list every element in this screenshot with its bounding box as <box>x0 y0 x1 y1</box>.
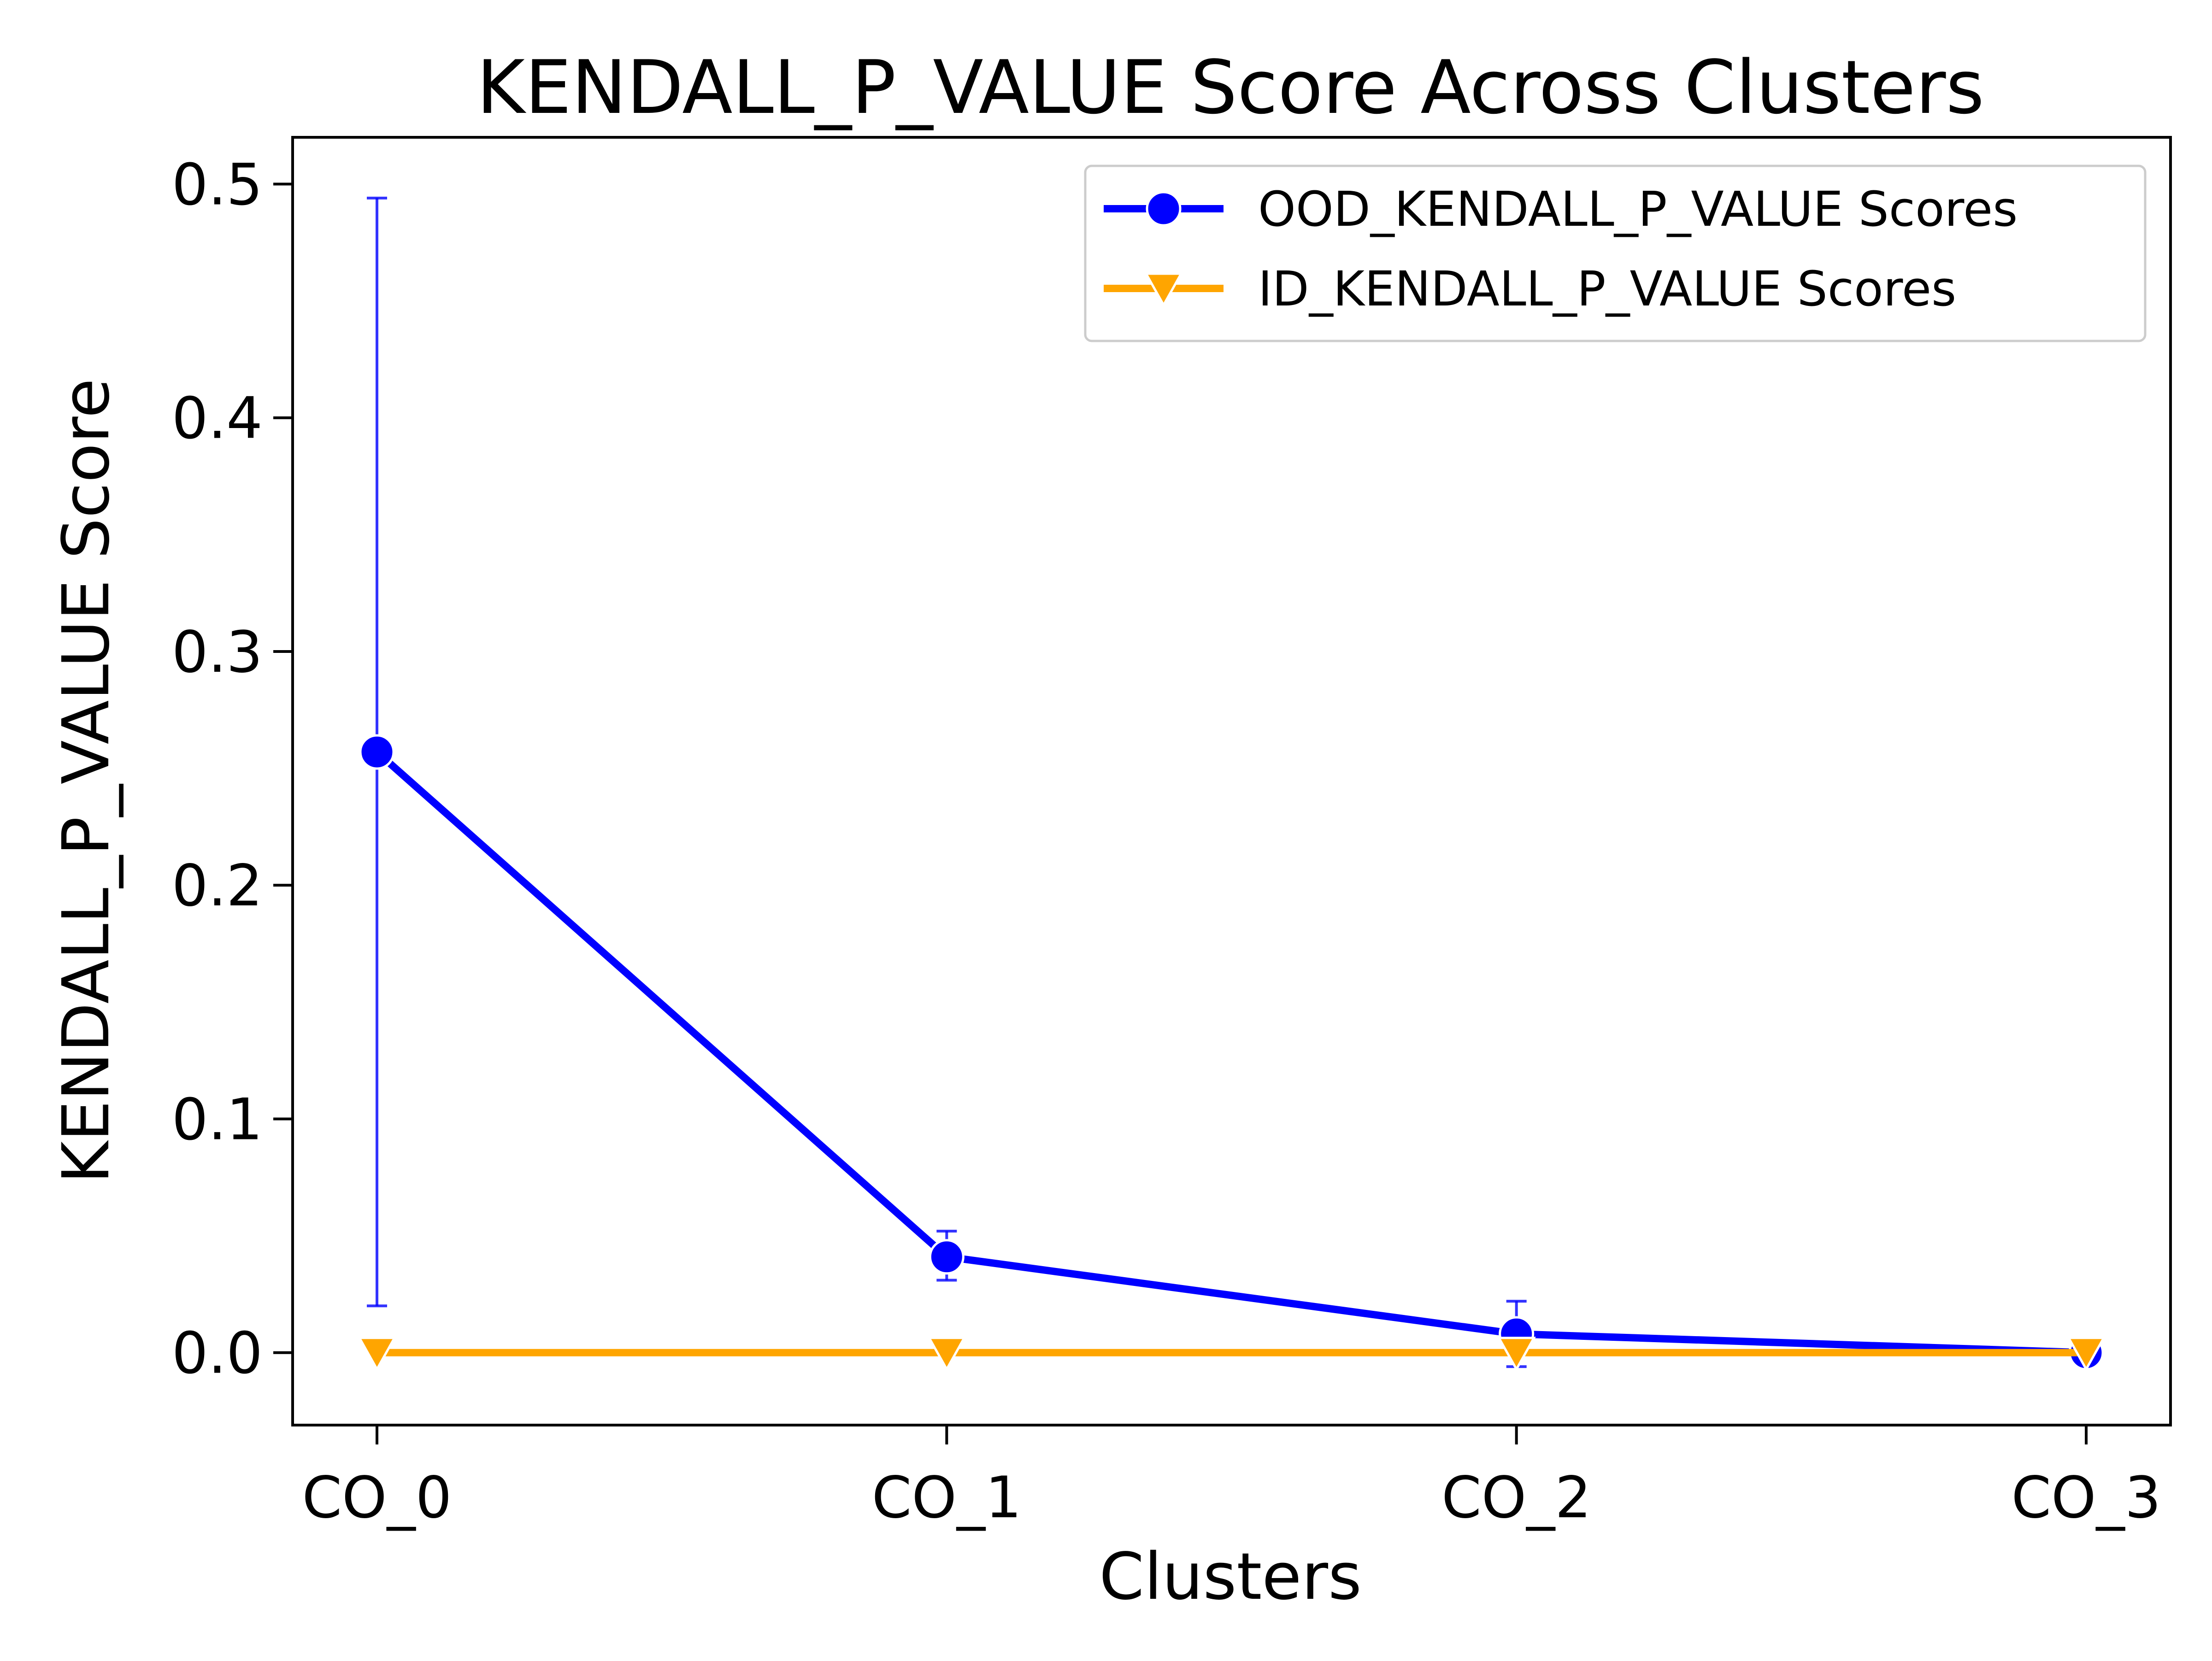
y-axis-label: KENDALL_P_VALUE Score <box>49 378 124 1184</box>
data-point <box>359 734 395 770</box>
y-tick-label: 0.5 <box>172 152 263 218</box>
legend-label: OOD_KENDALL_P_VALUE Scores <box>1258 181 2018 237</box>
legend-box <box>1084 164 2147 342</box>
plot-area: 0.0 0.1 0.2 0.3 0.4 0.5 CO_0 CO_1 CO_2 CO_3 OOD_KE… <box>172 152 2161 1531</box>
x-tick-label: CO_0 <box>302 1465 452 1531</box>
x-tick-label: CO_3 <box>2011 1465 2161 1531</box>
data-point <box>1497 1337 1536 1372</box>
y-tick-label: 0.0 <box>172 1321 263 1387</box>
data-point <box>927 1337 966 1372</box>
data-point <box>357 1337 397 1372</box>
y-tick-label: 0.4 <box>172 386 263 452</box>
legend-label: ID_KENDALL_P_VALUE Scores <box>1258 261 1956 317</box>
axes-frame <box>291 136 2172 1426</box>
legend-marker <box>1146 191 1182 227</box>
data-point <box>2066 1337 2106 1372</box>
y-tick-label: 0.2 <box>172 853 263 919</box>
y-tick-label: 0.3 <box>172 619 263 686</box>
x-axis-label: Clusters <box>1099 1539 1362 1614</box>
data-point <box>929 1239 965 1275</box>
series-line-1 <box>374 749 2087 1356</box>
x-tick-label: CO_2 <box>1441 1465 1591 1531</box>
chart-title: KENDALL_P_VALUE Score Across Clusters <box>477 44 1984 130</box>
legend-marker <box>1144 272 1183 308</box>
x-tick-label: CO_1 <box>872 1465 1022 1531</box>
legend: OOD_KENDALL_P_VALUE Scores ID_KENDALL_P_V… <box>1084 164 2147 342</box>
y-tick-label: 0.1 <box>172 1086 263 1153</box>
